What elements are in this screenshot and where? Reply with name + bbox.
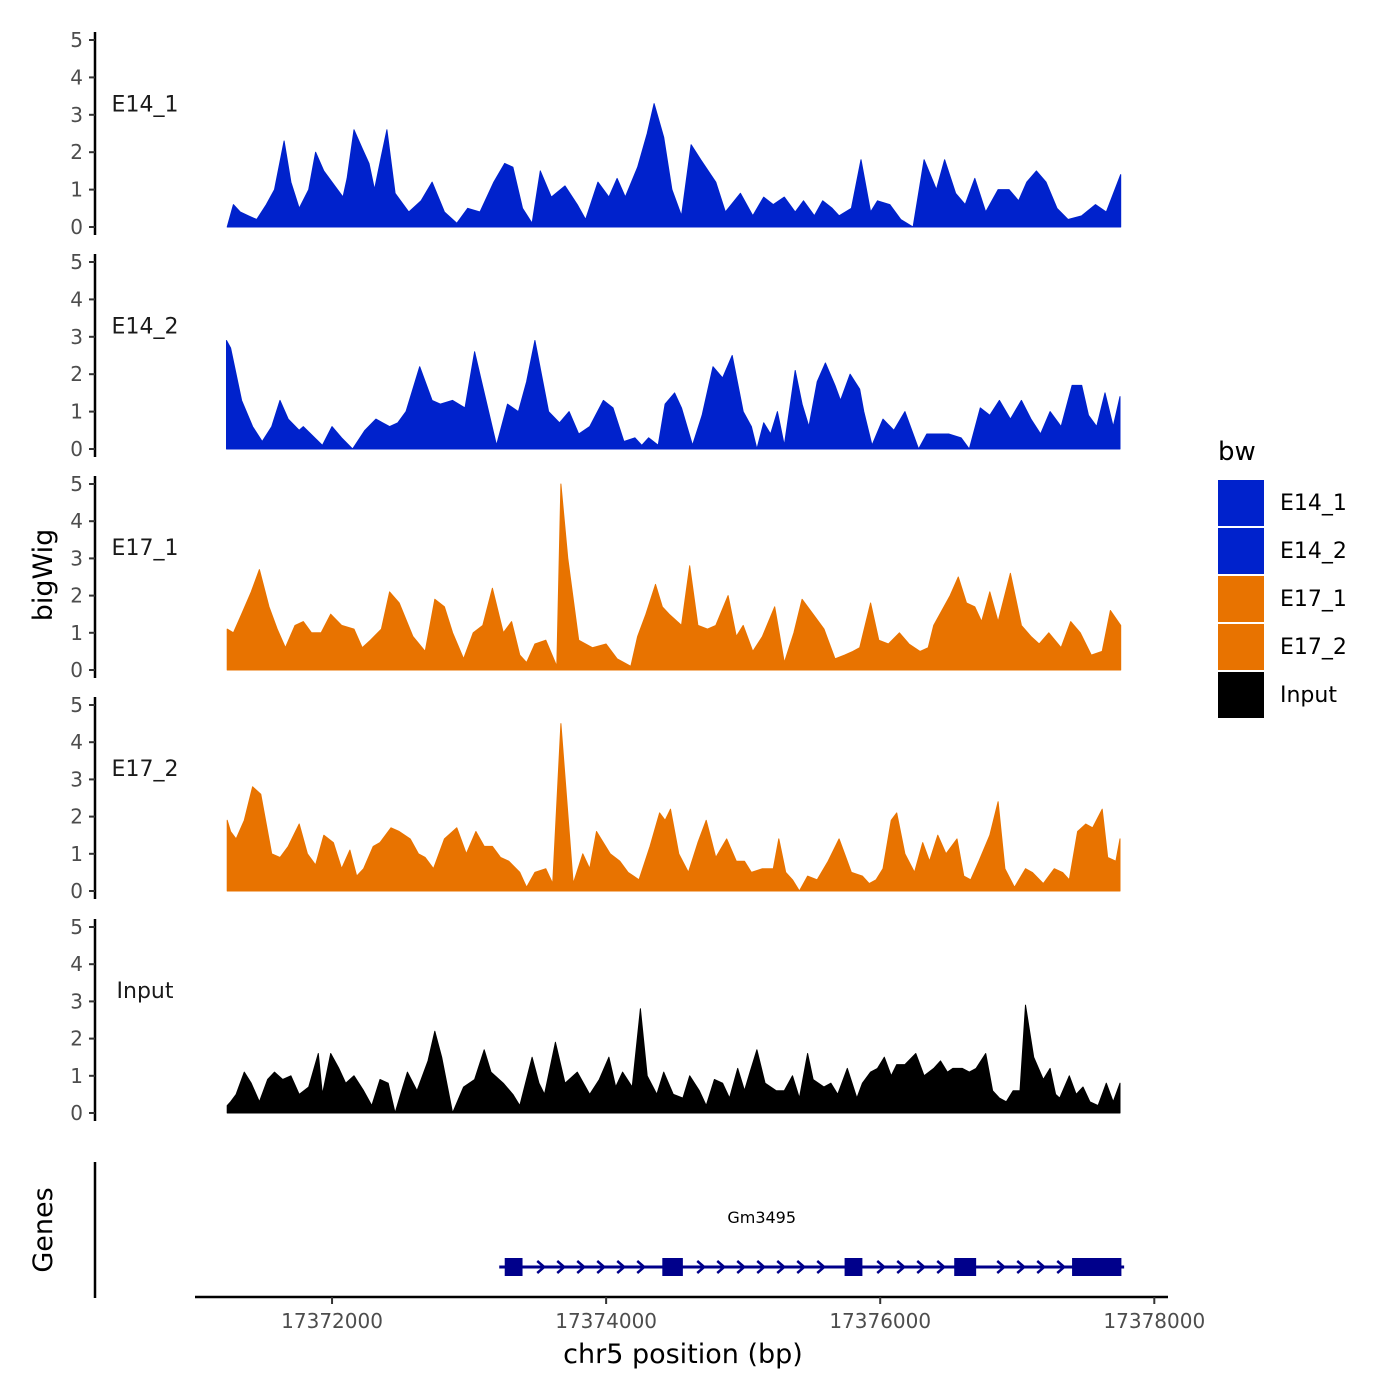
strand-chevron xyxy=(936,1260,947,1274)
y-tick-label: 4 xyxy=(70,287,83,311)
y-tick-label: 3 xyxy=(70,325,83,349)
track-e17-1: 0 1 2 3 4 5 E17_1 xyxy=(70,472,1122,682)
x-tick-label: 17374000 xyxy=(555,1309,657,1333)
y-tick-label: 4 xyxy=(70,509,83,533)
y-tick-label: 4 xyxy=(70,952,83,976)
strand-chevron xyxy=(756,1260,767,1274)
y-tick-label: 0 xyxy=(70,879,83,903)
strand-chevron xyxy=(876,1260,887,1274)
y-tick-label: 3 xyxy=(70,546,83,570)
x-tick-label: 17372000 xyxy=(281,1309,383,1333)
track-label: E17_1 xyxy=(112,536,179,561)
strand-chevron xyxy=(596,1260,607,1274)
legend-title: bw xyxy=(1218,437,1256,467)
legend-swatch-e17-1 xyxy=(1218,576,1264,622)
track-input: 0 1 2 3 4 5 Input xyxy=(70,915,1121,1125)
track-label: E14_2 xyxy=(112,315,179,340)
legend: bw E14_1 E14_2 E17_1 E17_2 Input xyxy=(1218,437,1347,718)
strand-chevron xyxy=(1016,1260,1027,1274)
y-tick-label: 5 xyxy=(70,250,83,274)
y-tick-label: 4 xyxy=(70,730,83,754)
y-tick-label: 0 xyxy=(70,215,83,239)
gene-exon xyxy=(662,1258,683,1276)
strand-chevron xyxy=(1056,1260,1067,1274)
legend-swatch-input xyxy=(1218,672,1264,718)
y-tick-label: 2 xyxy=(70,1027,83,1051)
strand-chevron xyxy=(996,1260,1007,1274)
y-tick-label: 5 xyxy=(70,915,83,939)
legend-swatch-e14-2 xyxy=(1218,528,1264,574)
y-tick-label: 3 xyxy=(70,103,83,127)
gene-exon xyxy=(1072,1258,1122,1276)
y-tick-label: 5 xyxy=(70,472,83,496)
y-tick-label: 2 xyxy=(70,805,83,829)
gene-exon xyxy=(954,1258,977,1276)
legend-label: Input xyxy=(1280,683,1337,708)
legend-label: E14_2 xyxy=(1280,539,1347,564)
strand-chevron xyxy=(1036,1260,1047,1274)
signal-area-e17-1 xyxy=(226,483,1122,671)
strand-chevron xyxy=(816,1260,827,1274)
genes-panel: Gm3495 xyxy=(93,1162,1125,1298)
strand-chevron xyxy=(776,1260,787,1274)
x-tick-label: 17378000 xyxy=(1103,1309,1205,1333)
strand-chevron xyxy=(916,1260,927,1274)
x-axis: 17372000 17374000 17376000 17378000 xyxy=(195,1295,1205,1333)
x-tick-label: 17376000 xyxy=(829,1309,931,1333)
track-e14-1: 0 1 2 3 4 5 E14_1 xyxy=(70,28,1122,239)
track-label: Input xyxy=(117,979,174,1004)
strand-chevron xyxy=(716,1260,727,1274)
y-tick-label: 2 xyxy=(70,362,83,386)
gene-exon xyxy=(504,1258,523,1276)
y-tick-label: 5 xyxy=(70,28,83,52)
legend-swatch-e14-1 xyxy=(1218,480,1264,526)
y-tick-label: 4 xyxy=(70,65,83,89)
signal-tracks: 0 1 2 3 4 5 E14_1 0 1 2 3 4 5 E14_2 0 1 2 3 4 5 E17_1 0 1 2 3 4 5 E… xyxy=(70,28,1122,1125)
legend-label: E14_1 xyxy=(1280,491,1347,516)
legend-label: E17_2 xyxy=(1280,635,1347,660)
y-tick-label: 1 xyxy=(70,178,83,202)
y-tick-label: 1 xyxy=(70,400,83,424)
y-tick-label: 1 xyxy=(70,621,83,645)
y-tick-label: 0 xyxy=(70,437,83,461)
x-axis-title: chr5 position (bp) xyxy=(563,1339,803,1370)
y-axis-title: bigWig xyxy=(28,529,59,622)
signal-area-e17-2 xyxy=(226,723,1121,892)
y-tick-label: 2 xyxy=(70,140,83,164)
y-tick-label: 1 xyxy=(70,842,83,866)
y-tick-label: 0 xyxy=(70,658,83,682)
y-tick-label: 1 xyxy=(70,1064,83,1088)
y-tick-label: 0 xyxy=(70,1101,83,1125)
track-label: E17_2 xyxy=(112,757,179,782)
genes-axis-title: Genes xyxy=(28,1187,59,1272)
signal-area-e14-2 xyxy=(226,340,1121,450)
strand-chevron xyxy=(696,1260,707,1274)
y-tick-label: 2 xyxy=(70,584,83,608)
track-e14-2: 0 1 2 3 4 5 E14_2 xyxy=(70,250,1121,461)
signal-area-e14-1 xyxy=(226,103,1122,228)
strand-chevron xyxy=(616,1260,627,1274)
strand-chevron xyxy=(536,1260,547,1274)
legend-label: E17_1 xyxy=(1280,587,1347,612)
signal-area-input xyxy=(226,1004,1121,1114)
y-tick-label: 5 xyxy=(70,693,83,717)
strand-chevron xyxy=(636,1260,647,1274)
track-label: E14_1 xyxy=(112,93,179,118)
gene-exon xyxy=(844,1258,863,1276)
strand-chevron xyxy=(796,1260,807,1274)
y-tick-label: 3 xyxy=(70,767,83,791)
strand-chevron xyxy=(556,1260,567,1274)
gene-name-label: Gm3495 xyxy=(727,1208,796,1227)
y-tick-label: 3 xyxy=(70,989,83,1013)
strand-chevron xyxy=(896,1260,907,1274)
strand-chevron xyxy=(736,1260,747,1274)
strand-chevron xyxy=(576,1260,587,1274)
track-e17-2: 0 1 2 3 4 5 E17_2 xyxy=(70,693,1121,903)
gene-model: Gm3495 xyxy=(499,1208,1125,1276)
legend-swatch-e17-2 xyxy=(1218,624,1264,670)
